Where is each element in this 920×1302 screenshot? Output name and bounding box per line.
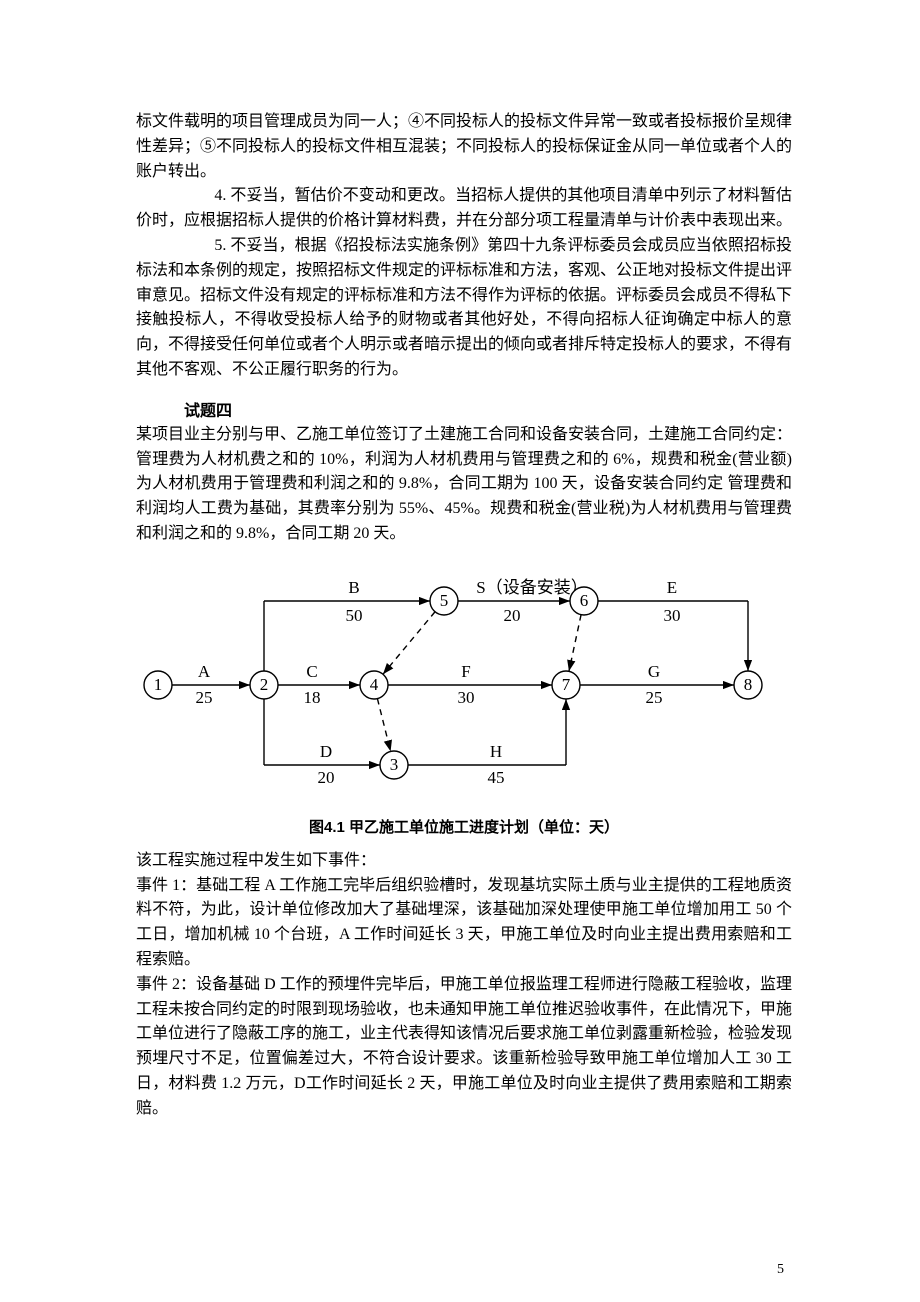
network-diagram: A25C18F30G25B50S（设备安装）20E30D20H451245367…	[136, 565, 792, 837]
svg-text:5: 5	[440, 591, 449, 610]
svg-text:1: 1	[154, 675, 163, 694]
svg-text:25: 25	[196, 688, 213, 707]
paragraph: 事件 2：设备基础 D 工作的预埋件完毕后，甲施工单位报监理工程师进行隐蔽工程验…	[136, 973, 792, 1122]
document-page: 标文件载明的项目管理成员为同一人；④不同投标人的投标文件异常一致或者投标报价呈规…	[0, 0, 920, 1302]
svg-text:18: 18	[304, 688, 321, 707]
svg-text:B: B	[348, 578, 359, 597]
svg-text:20: 20	[318, 768, 335, 787]
svg-text:C: C	[306, 662, 317, 681]
paragraph: 5. 不妥当，根据《招投标法实施条例》第四十九条评标委员会成员应当依照招标投标法…	[136, 234, 792, 383]
svg-text:45: 45	[488, 768, 505, 787]
svg-text:6: 6	[580, 591, 589, 610]
svg-text:30: 30	[458, 688, 475, 707]
paragraph: 标文件载明的项目管理成员为同一人；④不同投标人的投标文件异常一致或者投标报价呈规…	[136, 110, 792, 184]
svg-text:A: A	[198, 662, 211, 681]
svg-text:E: E	[667, 578, 677, 597]
paragraph: 事件 1：基础工程 A 工作施工完毕后组织验槽时，发现基坑实际土质与业主提供的工…	[136, 874, 792, 973]
paragraph: 某项目业主分别与甲、乙施工单位签订了土建施工合同和设备安装合同，土建施工合同约定…	[136, 423, 792, 547]
svg-text:2: 2	[260, 675, 269, 694]
paragraph: 4. 不妥当，暂估价不变动和更改。当招标人提供的其他项目清单中列示了材料暂估价时…	[136, 184, 792, 234]
page-number: 5	[777, 1262, 784, 1278]
svg-text:H: H	[490, 742, 502, 761]
svg-text:3: 3	[390, 755, 399, 774]
svg-text:7: 7	[562, 675, 571, 694]
paragraph: 该工程实施过程中发生如下事件：	[136, 849, 792, 874]
svg-text:4: 4	[370, 675, 379, 694]
svg-text:8: 8	[744, 675, 753, 694]
svg-text:20: 20	[504, 606, 521, 625]
svg-text:G: G	[648, 662, 660, 681]
diagram-caption: 图4.1 甲乙施工单位施工进度计划（单位：天）	[136, 816, 792, 837]
svg-text:25: 25	[646, 688, 663, 707]
svg-text:D: D	[320, 742, 332, 761]
svg-text:30: 30	[664, 606, 681, 625]
svg-text:50: 50	[346, 606, 363, 625]
network-diagram-svg: A25C18F30G25B50S（设备安装）20E30D20H451245367…	[136, 565, 776, 795]
svg-text:F: F	[461, 662, 470, 681]
section-title: 试题四	[136, 397, 792, 421]
